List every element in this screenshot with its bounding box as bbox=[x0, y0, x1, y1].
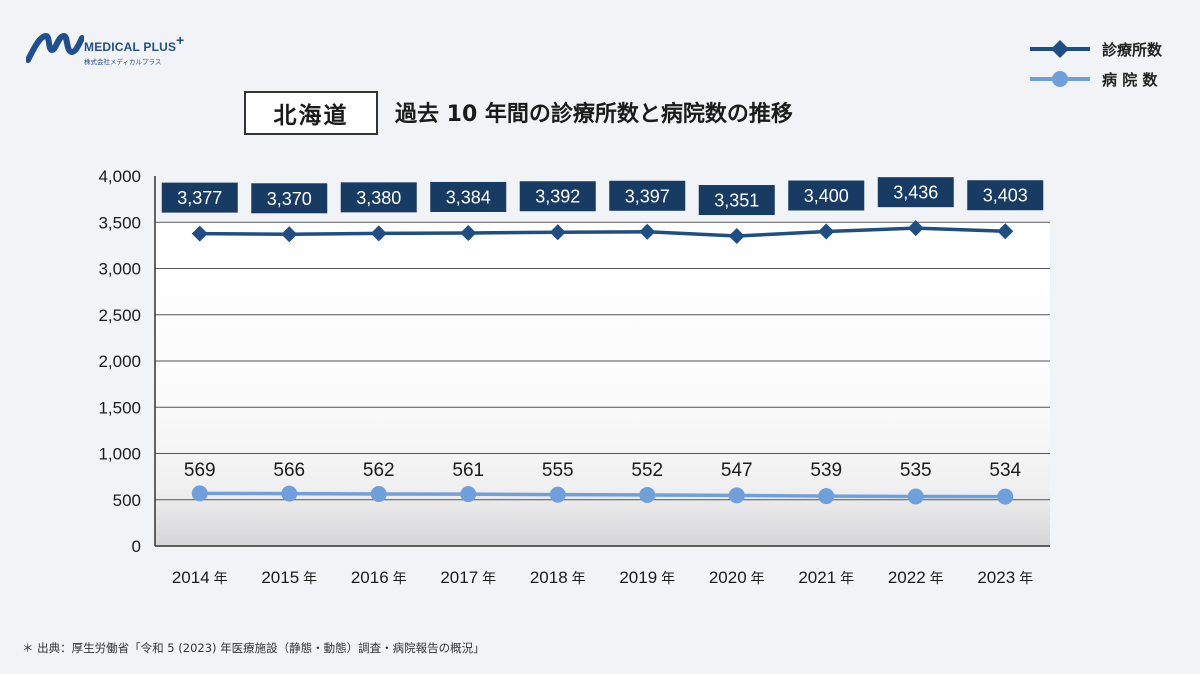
x-tick-label: 2020 年 bbox=[709, 568, 765, 587]
x-tick-label: 2016 年 bbox=[351, 568, 407, 587]
hospital-data-label: 569 bbox=[184, 460, 216, 481]
y-tick-label: 500 bbox=[113, 491, 141, 510]
clinic-data-label: 3,392 bbox=[535, 187, 580, 207]
hospital-data-label: 535 bbox=[900, 460, 932, 481]
x-tick-label: 2017 年 bbox=[440, 568, 496, 587]
hospital-point bbox=[997, 489, 1013, 505]
y-tick-label: 2,500 bbox=[98, 306, 141, 325]
hospital-data-label: 561 bbox=[452, 460, 484, 481]
source-footnote: ＊ 出典：厚生労働省「令和 5 (2023) 年医療施設（静態・動態）調査・病院… bbox=[22, 640, 485, 656]
hospital-data-label: 534 bbox=[989, 460, 1021, 481]
x-tick-label: 2015 年 bbox=[261, 568, 317, 587]
hospital-data-label: 555 bbox=[542, 460, 574, 481]
clinic-data-label: 3,380 bbox=[356, 188, 401, 208]
hospital-point bbox=[460, 486, 476, 502]
y-tick-label: 3,500 bbox=[98, 213, 141, 232]
hospital-point bbox=[818, 488, 834, 504]
hospital-point bbox=[281, 486, 297, 502]
clinic-data-label: 3,384 bbox=[446, 187, 491, 207]
clinic-data-label: 3,377 bbox=[177, 188, 222, 208]
hospital-point bbox=[908, 489, 924, 505]
hospital-data-label: 539 bbox=[810, 460, 842, 481]
clinic-data-label: 3,351 bbox=[714, 191, 759, 211]
y-tick-label: 4,000 bbox=[98, 167, 141, 186]
hospital-data-label: 562 bbox=[363, 460, 395, 481]
y-tick-label: 0 bbox=[132, 537, 141, 556]
hospital-data-label: 547 bbox=[721, 460, 753, 481]
hospital-point bbox=[729, 487, 745, 503]
clinic-data-label: 3,370 bbox=[267, 189, 312, 209]
y-tick-label: 2,000 bbox=[98, 352, 141, 371]
x-tick-label: 2021 年 bbox=[798, 568, 854, 587]
hospital-data-label: 566 bbox=[273, 460, 305, 481]
clinic-data-label: 3,397 bbox=[625, 186, 670, 206]
x-tick-label: 2022 年 bbox=[888, 568, 944, 587]
x-tick-label: 2018 年 bbox=[530, 568, 586, 587]
x-tick-label: 2019 年 bbox=[619, 568, 675, 587]
hospital-point bbox=[371, 486, 387, 502]
x-tick-label: 2014 年 bbox=[172, 568, 228, 587]
clinic-data-label: 3,400 bbox=[804, 186, 849, 206]
y-tick-label: 3,000 bbox=[98, 260, 141, 279]
clinic-data-label: 3,436 bbox=[893, 183, 938, 203]
hospital-point bbox=[192, 485, 208, 501]
hospital-data-label: 552 bbox=[631, 460, 663, 481]
y-tick-label: 1,500 bbox=[98, 398, 141, 417]
x-tick-label: 2023 年 bbox=[977, 568, 1033, 587]
hospital-point bbox=[550, 487, 566, 503]
hospital-point bbox=[639, 487, 655, 503]
y-tick-label: 1,000 bbox=[98, 445, 141, 464]
clinic-data-label: 3,403 bbox=[983, 186, 1028, 206]
